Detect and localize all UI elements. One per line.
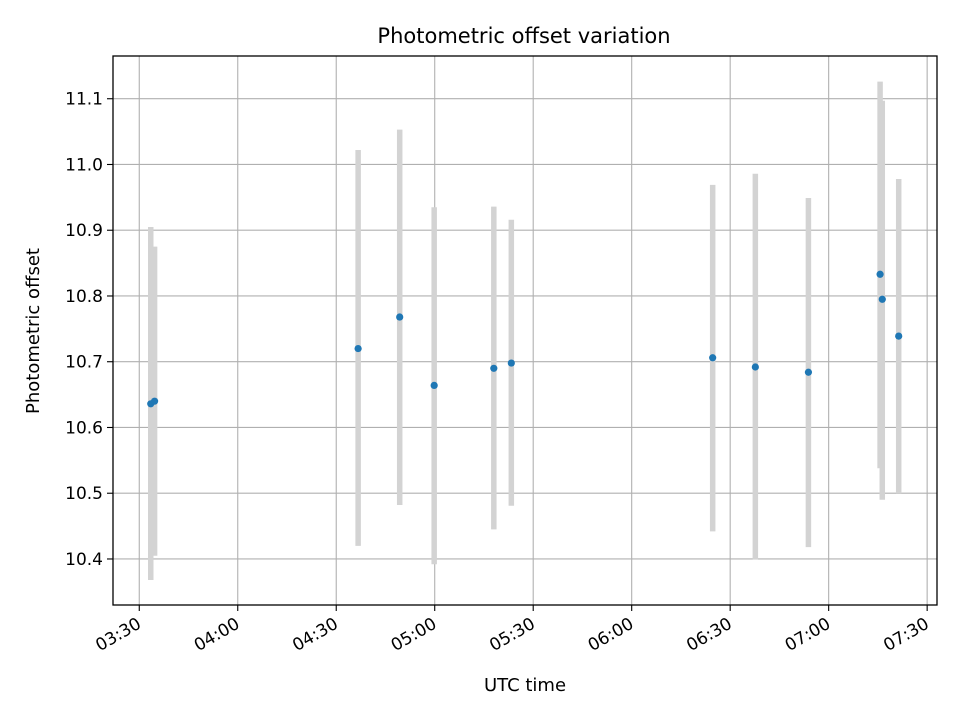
y-axis-ticks: 10.4 10.5 10.6 10.7 10.8 10.9 11.0 11.1: [65, 90, 113, 570]
data-point: [354, 344, 362, 353]
data-point: [878, 295, 886, 303]
x-axis-label: UTC time: [484, 675, 566, 696]
grid-lines: [113, 56, 937, 605]
y-tick-label: 10.5: [65, 484, 103, 504]
data-point: [490, 364, 498, 372]
data-points: [147, 270, 903, 408]
y-tick-label: 10.8: [65, 287, 103, 307]
y-tick-label: 10.9: [65, 221, 103, 241]
data-point: [876, 270, 884, 278]
data-point: [751, 363, 759, 371]
chart-title: Photometric offset variation: [377, 24, 670, 48]
plot-frame: [112, 55, 938, 606]
data-point: [804, 368, 813, 376]
data-point: [396, 313, 404, 321]
y-tick-label: 11.1: [65, 90, 103, 110]
y-tick-label: 10.6: [65, 418, 103, 438]
y-tick-label: 10.4: [65, 550, 103, 570]
data-point: [507, 359, 515, 367]
data-point: [150, 397, 159, 405]
data-point: [895, 332, 903, 340]
y-tick-label: 10.7: [65, 353, 103, 373]
y-axis-label: Photometric offset: [23, 248, 44, 414]
data-point: [709, 354, 717, 362]
data-point: [430, 381, 438, 389]
y-tick-label: 11.0: [65, 155, 103, 175]
